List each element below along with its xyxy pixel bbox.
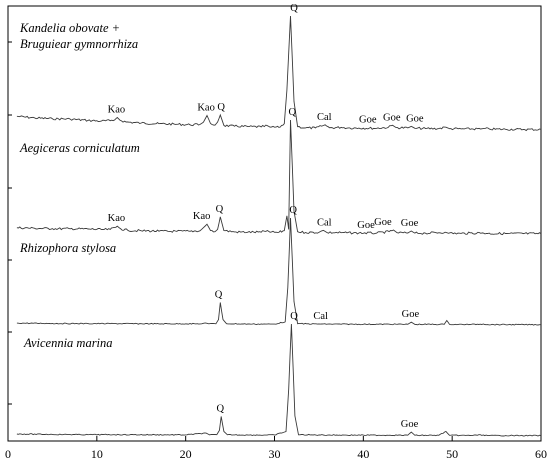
left-axis-ticks [8,41,12,405]
x-tick-label: 50 [446,447,458,461]
series-labels: Kandelia obovate + Bruguiear gymnorrhiza A… [19,21,140,350]
series-label-1: Bruguiear gymnorrhiza [20,37,138,51]
x-tick-label: 30 [269,447,281,461]
series-label-4: Avicennia marina [23,336,113,350]
x-tick-label: 40 [357,447,369,461]
peak-label: Kao [108,213,126,224]
series-label-3: Rhizophora stylosa [19,241,116,255]
series-line-4 [16,323,542,437]
peak-label: Q [216,204,224,215]
series-label-1: Kandelia obovate + [19,21,120,35]
peak-label: Goe [357,220,375,231]
plot-border [7,5,542,442]
plot-frame [7,5,542,442]
peak-label: Q [215,290,223,301]
peak-label: Q [290,3,298,14]
series-line-1 [16,15,542,132]
x-tick-label: 10 [91,447,103,461]
series-line-3 [16,217,541,326]
peak-label: Goe [401,218,419,229]
peak-label: Cal [317,217,332,228]
peak-label: Goe [402,309,420,320]
peak-label: Goe [383,112,401,123]
series-line-2 [16,119,542,236]
peak-label: Q [217,403,225,414]
peak-label: Cal [313,311,328,322]
peak-label: Goe [374,217,392,228]
x-tick-label: 20 [180,447,192,461]
x-axis-ticks: 0 10 20 30 40 50 60 [5,436,547,461]
peak-label: Q [288,107,296,118]
peak-label: Q [217,102,225,113]
series-lines [16,15,542,437]
peak-label: Goe [359,114,377,125]
series-label-2: Aegiceras corniculatum [19,141,140,155]
peak-label: Q [290,311,298,322]
peak-label: Kao [193,211,211,222]
x-tick-label: 60 [535,447,547,461]
peak-label: Goe [401,419,419,430]
peak-label: Goe [406,113,424,124]
x-tick-label: 0 [5,447,11,461]
peak-label: Kao [197,103,215,114]
peak-label: Kao [108,104,126,115]
peak-label: Q [289,205,297,216]
peak-label: Cal [317,112,332,123]
